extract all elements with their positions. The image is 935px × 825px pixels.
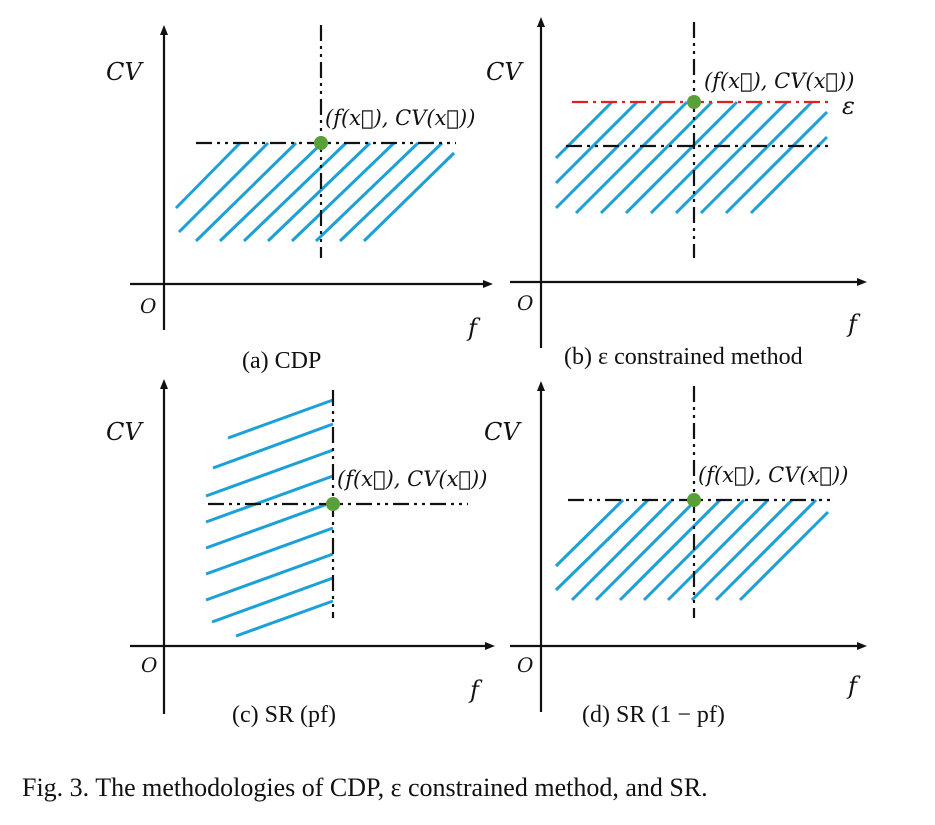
- panel-c-hatch: [205, 398, 334, 638]
- panel-d-x-label: f: [846, 672, 861, 700]
- panel-c-point-label: (f(x⃗), CV(x⃗)): [337, 467, 487, 491]
- panel-a-y-label: CV: [106, 58, 144, 86]
- panel-c-caption: (c) SR (pf): [232, 702, 336, 728]
- panel-a-origin: O: [140, 294, 156, 318]
- panel-d: CV f O (f(x⃗), CV(x⃗)) (d) SR (1 − pf): [484, 381, 867, 728]
- figure-caption: Fig. 3. The methodologies of CDP, ε cons…: [22, 773, 708, 802]
- panel-a-point: [314, 136, 328, 150]
- panel-b-hatch: [554, 100, 829, 215]
- panel-c-point: [326, 497, 340, 511]
- panel-a-hatch: [174, 141, 456, 243]
- panel-d-caption: (d) SR (1 − pf): [582, 702, 725, 728]
- panel-b-y-label: CV: [486, 58, 524, 86]
- panel-a-point-label: (f(x⃗), CV(x⃗)): [325, 106, 475, 130]
- panel-b-point-label: (f(x⃗), CV(x⃗)): [704, 69, 854, 93]
- panel-b-origin: O: [517, 291, 533, 315]
- panel-a-x-label: f: [466, 314, 481, 342]
- panel-d-origin: O: [517, 653, 533, 677]
- panel-d-y-label: CV: [484, 418, 522, 446]
- panel-c-x-label: f: [468, 676, 483, 704]
- panel-c-origin: O: [141, 653, 157, 677]
- panel-a-caption: (a) CDP: [242, 348, 321, 374]
- panel-c: CV f O (f(x⃗), CV(x⃗)) (c) SR (pf): [106, 379, 495, 728]
- panel-b-x-label: f: [846, 310, 861, 338]
- panel-c-y-label: CV: [106, 418, 144, 446]
- panel-b-point: [687, 95, 701, 109]
- panel-d-hatch: [554, 498, 830, 602]
- panel-b-epsilon-label: ε: [842, 92, 855, 120]
- panel-d-point-label: (f(x⃗), CV(x⃗)): [698, 463, 848, 487]
- panel-b: CV f O (f(x⃗), CV(x⃗)) ε (b) ε constrain…: [486, 17, 867, 370]
- panel-b-caption: (b) ε constrained method: [564, 344, 803, 370]
- panel-d-point: [687, 493, 701, 507]
- panel-a: CV f O (f(x⃗), CV(x⃗)) (a) CDP: [106, 25, 493, 374]
